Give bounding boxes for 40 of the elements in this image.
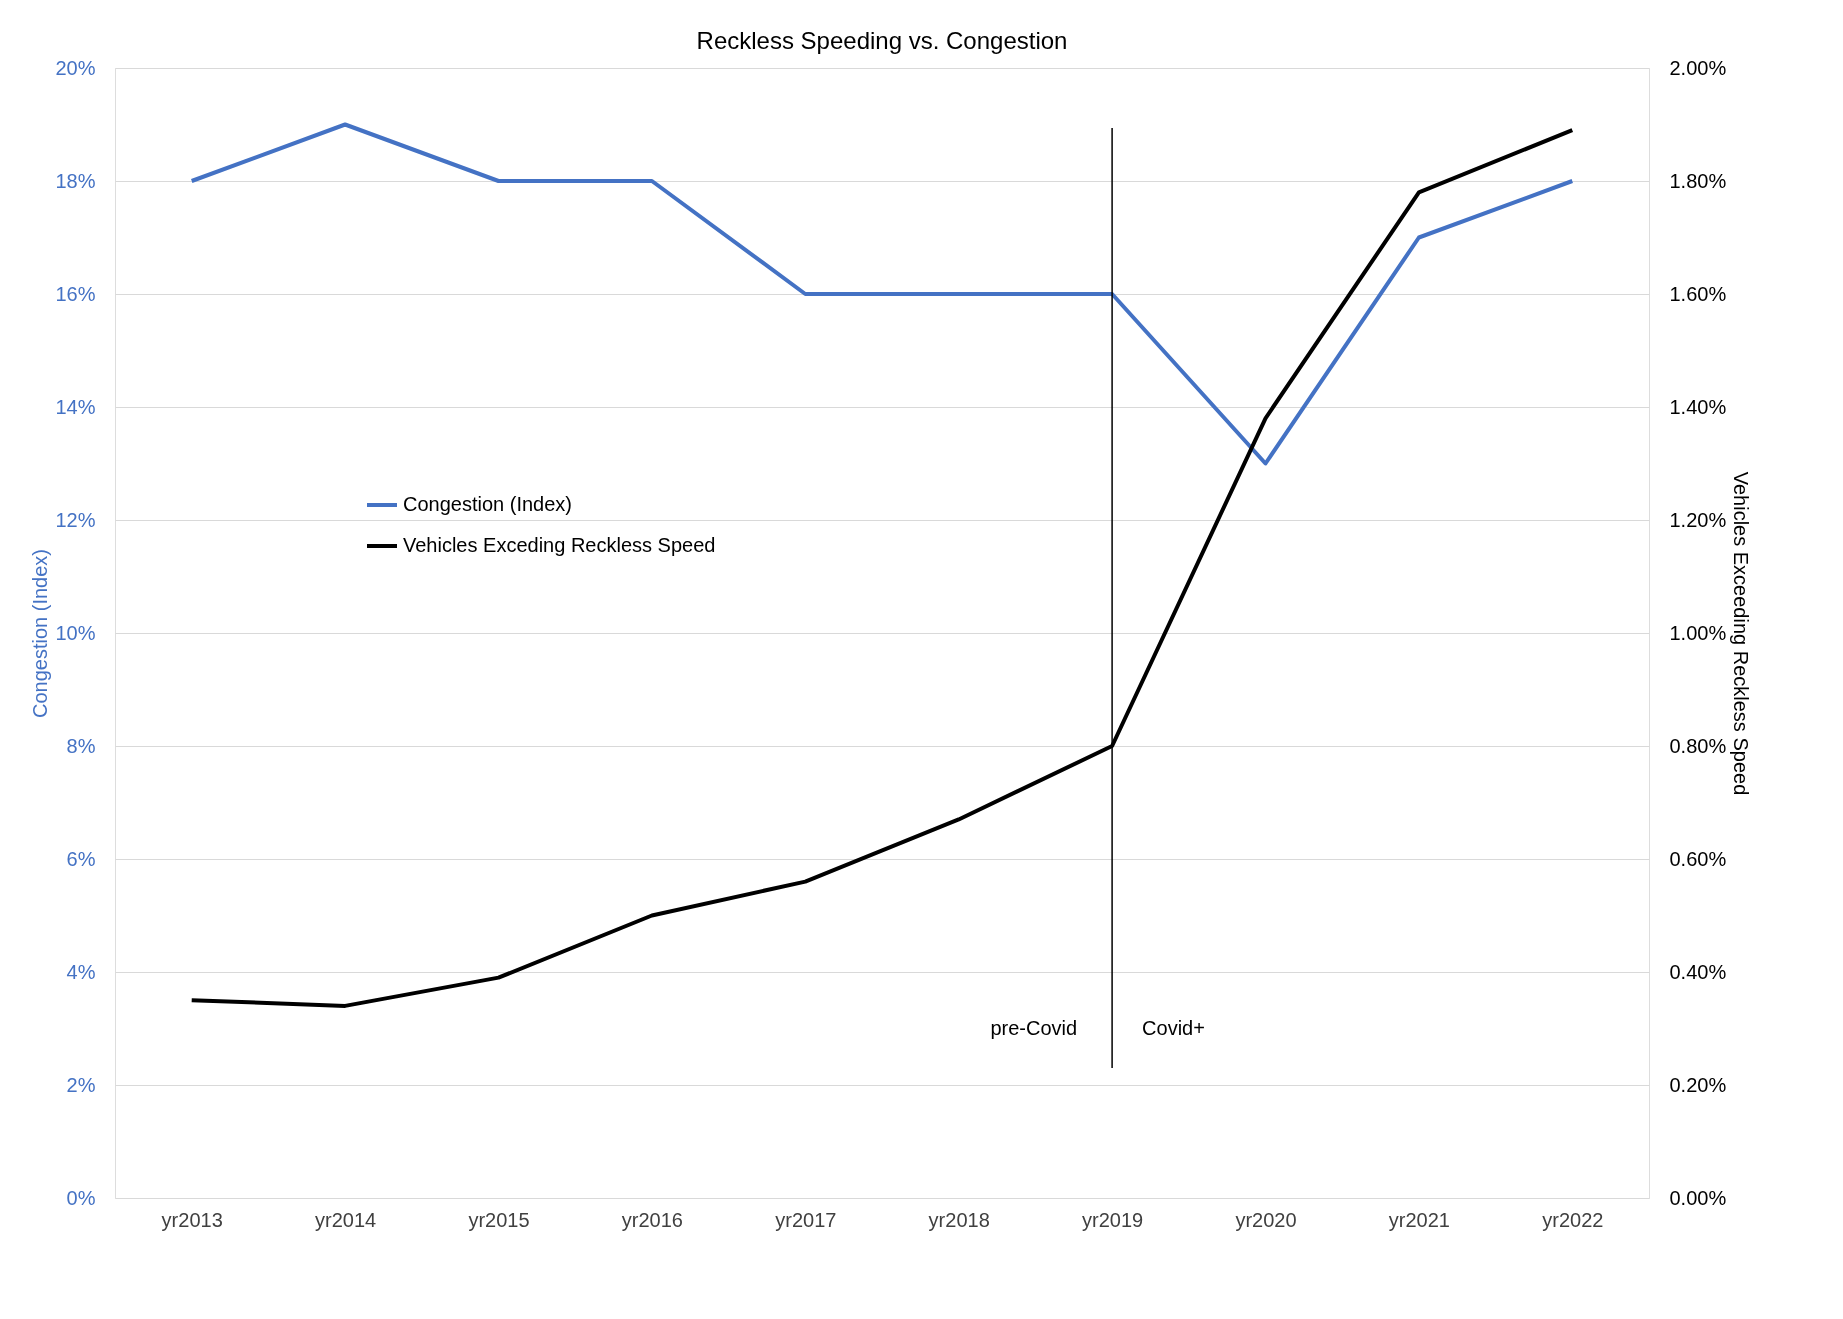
x-tick-label: yr2020 [1235, 1208, 1297, 1231]
y-tick-label: 20% [55, 56, 96, 79]
y-tick-label: 14% [55, 395, 96, 418]
x-tick-label: yr2022 [1542, 1208, 1604, 1231]
line-series [189, 122, 1575, 466]
x-tick-label: yr2014 [315, 1208, 377, 1231]
y2-tick-label: 1.80% [1669, 169, 1727, 192]
y-tick-label: 6% [66, 847, 96, 870]
y-tick-label: 4% [66, 960, 96, 983]
y2-tick-label: 0.00% [1669, 1186, 1727, 1209]
y-tick-label: 10% [55, 621, 96, 644]
y2-tick-label: 1.00% [1669, 621, 1727, 644]
y2-tick-label: 0.40% [1669, 960, 1727, 983]
y-tick-label: 0% [66, 1186, 96, 1209]
y-tick-label: 16% [55, 282, 96, 305]
x-tick-label: yr2021 [1388, 1208, 1450, 1231]
y2-tick-label: 0.60% [1669, 847, 1727, 870]
y-tick-label: 2% [66, 1073, 96, 1096]
x-tick-label: yr2013 [161, 1208, 223, 1231]
y2-tick-label: 1.40% [1669, 395, 1727, 418]
y2-tick-label: 0.20% [1669, 1073, 1727, 1096]
y2-tick-label: 0.80% [1669, 734, 1727, 757]
x-tick-label: yr2019 [1082, 1208, 1144, 1231]
annotation: Covid+ [1142, 1016, 1205, 1039]
y2-axis-title: Vehicles Exceeding Reckless Speed [1730, 471, 1753, 796]
y2-tick-label: 1.60% [1669, 282, 1727, 305]
chart-title: Reckless Speeding vs. Congestion [696, 27, 1068, 54]
y2-tick-label: 2.00% [1669, 56, 1727, 79]
annotation: pre-Covid [990, 1016, 1078, 1039]
y2-tick-label: 1.20% [1669, 508, 1727, 531]
x-tick-label: yr2016 [621, 1208, 683, 1231]
y-tick-label: 18% [55, 169, 96, 192]
legend-label: Vehicles Exceding Reckless Speed [403, 534, 716, 556]
y-tick-label: 12% [55, 508, 96, 531]
y-axis-title: Congestion (Index) [29, 549, 52, 718]
x-tick-label: yr2017 [775, 1208, 837, 1231]
y-tick-label: 8% [66, 734, 96, 757]
x-tick-label: yr2015 [468, 1208, 530, 1231]
x-tick-label: yr2018 [928, 1208, 990, 1231]
legend-label: Congestion (Index) [403, 493, 572, 515]
